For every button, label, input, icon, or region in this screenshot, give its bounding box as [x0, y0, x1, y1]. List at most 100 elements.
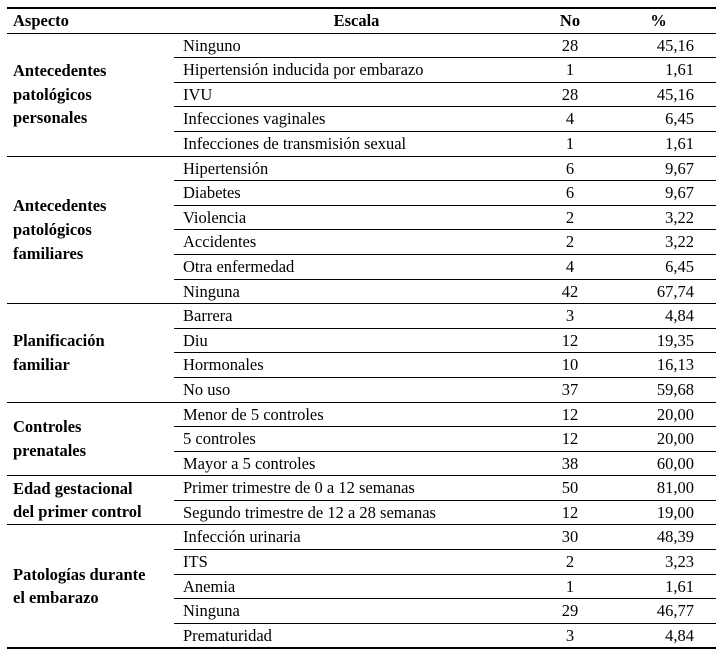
table-row: Anemia 1 1,61 — [7, 574, 716, 600]
count-cell: 30 — [539, 524, 601, 551]
percent-cell: 48,39 — [601, 524, 716, 551]
table-row: Edad gestacional del primer control Prime… — [7, 475, 716, 526]
percent-cell: 60,00 — [601, 451, 716, 477]
table-row: Controles prenatales Menor de 5 controles… — [7, 402, 716, 477]
frequency-table: Aspecto Escala No % Antecedentes patológ… — [7, 7, 716, 649]
header-row: Aspecto Escala No % — [7, 8, 716, 34]
table-row: IVU 28 45,16 — [7, 82, 716, 108]
escala-cell: Hipertensión — [174, 156, 539, 182]
count-cell: 2 — [539, 549, 601, 575]
table-row: Infecciones vaginales 4 6,45 — [7, 106, 716, 132]
table-row: Infecciones de transmisión sexual 1 1,61 — [7, 131, 716, 157]
escala-cell: ITS — [174, 549, 539, 575]
percent-cell: 45,16 — [601, 82, 716, 108]
table-row: Patologías durante el embarazo Infección … — [7, 524, 716, 649]
escala-cell: Diu — [174, 328, 539, 354]
escala-cell: Hipertensión inducida por embarazo — [174, 57, 539, 83]
count-cell: 1 — [539, 131, 601, 157]
escala-cell: 5 controles — [174, 426, 539, 452]
percent-cell: 4,84 — [601, 303, 716, 329]
aspect-cell: Antecedentes patológicos personales — [7, 33, 174, 157]
count-cell: 6 — [539, 180, 601, 206]
count-cell: 28 — [539, 33, 601, 59]
column-header-percent: % — [601, 8, 716, 34]
percent-cell: 20,00 — [601, 402, 716, 428]
escala-cell: Barrera — [174, 303, 539, 329]
escala-cell: Segundo trimestre de 12 a 28 semanas — [174, 500, 539, 526]
percent-cell: 46,77 — [601, 598, 716, 624]
count-cell: 1 — [539, 57, 601, 83]
escala-cell: Prematuridad — [174, 623, 539, 649]
escala-cell: Ninguna — [174, 279, 539, 305]
count-cell: 3 — [539, 623, 601, 649]
page: { "header": { "aspecto": "Aspecto", "esc… — [7, 7, 716, 649]
table-row: Diu 12 19,35 — [7, 328, 716, 354]
table-row: Antecedentes patológicos familiares Hiper… — [7, 156, 716, 305]
aspect-cell: Antecedentes patológicos familiares — [7, 156, 174, 305]
table-row: Ninguna 29 46,77 — [7, 598, 716, 624]
percent-cell: 3,23 — [601, 549, 716, 575]
percent-cell: 3,22 — [601, 205, 716, 231]
aspect-cell: Controles prenatales — [7, 402, 174, 477]
escala-cell: Infección urinaria — [174, 524, 539, 551]
count-cell: 10 — [539, 352, 601, 378]
escala-cell: Otra enfermedad — [174, 254, 539, 280]
percent-cell: 4,84 — [601, 623, 716, 649]
percent-cell: 59,68 — [601, 377, 716, 403]
count-cell: 6 — [539, 156, 601, 182]
percent-cell: 6,45 — [601, 254, 716, 280]
column-header-escala: Escala — [174, 8, 539, 34]
count-cell: 42 — [539, 279, 601, 305]
escala-cell: Ninguna — [174, 598, 539, 624]
aspect-cell: Edad gestacional del primer control — [7, 475, 174, 526]
percent-cell: 1,61 — [601, 574, 716, 600]
escala-cell: Infecciones vaginales — [174, 106, 539, 132]
percent-cell: 20,00 — [601, 426, 716, 452]
table-row: Accidentes 2 3,22 — [7, 229, 716, 255]
table-row: 5 controles 12 20,00 — [7, 426, 716, 452]
table-row: Hormonales 10 16,13 — [7, 352, 716, 378]
percent-cell: 67,74 — [601, 279, 716, 305]
table-row: No uso 37 59,68 — [7, 377, 716, 403]
escala-cell: Violencia — [174, 205, 539, 231]
percent-cell: 19,35 — [601, 328, 716, 354]
escala-cell: Ninguno — [174, 33, 539, 59]
table-header: Aspecto Escala No % — [7, 8, 716, 34]
table-row: Planificación familiar Barrera 3 4,84 — [7, 303, 716, 403]
column-header-aspecto: Aspecto — [7, 8, 174, 34]
table-row: Mayor a 5 controles 38 60,00 — [7, 451, 716, 477]
count-cell: 37 — [539, 377, 601, 403]
percent-cell: 9,67 — [601, 156, 716, 182]
count-cell: 12 — [539, 426, 601, 452]
percent-cell: 6,45 — [601, 106, 716, 132]
percent-cell: 16,13 — [601, 352, 716, 378]
count-cell: 1 — [539, 574, 601, 600]
count-cell: 50 — [539, 475, 601, 501]
percent-cell: 45,16 — [601, 33, 716, 59]
count-cell: 4 — [539, 106, 601, 132]
escala-cell: Anemia — [174, 574, 539, 600]
percent-cell: 19,00 — [601, 500, 716, 526]
escala-cell: IVU — [174, 82, 539, 108]
escala-cell: Infecciones de transmisión sexual — [174, 131, 539, 157]
count-cell: 3 — [539, 303, 601, 329]
percent-cell: 1,61 — [601, 57, 716, 83]
escala-cell: Diabetes — [174, 180, 539, 206]
table-row: Otra enfermedad 4 6,45 — [7, 254, 716, 280]
count-cell: 29 — [539, 598, 601, 624]
percent-cell: 3,22 — [601, 229, 716, 255]
table-row: Diabetes 6 9,67 — [7, 180, 716, 206]
percent-cell: 1,61 — [601, 131, 716, 157]
escala-cell: Hormonales — [174, 352, 539, 378]
count-cell: 2 — [539, 205, 601, 231]
escala-cell: Mayor a 5 controles — [174, 451, 539, 477]
count-cell: 38 — [539, 451, 601, 477]
aspect-cell: Patologías durante el embarazo — [7, 524, 174, 649]
table-row: Violencia 2 3,22 — [7, 205, 716, 231]
table-row: ITS 2 3,23 — [7, 549, 716, 575]
percent-cell: 81,00 — [601, 475, 716, 501]
count-cell: 12 — [539, 402, 601, 428]
percent-cell: 9,67 — [601, 180, 716, 206]
table-row: Hipertensión inducida por embarazo 1 1,61 — [7, 57, 716, 83]
escala-cell: Primer trimestre de 0 a 12 semanas — [174, 475, 539, 501]
